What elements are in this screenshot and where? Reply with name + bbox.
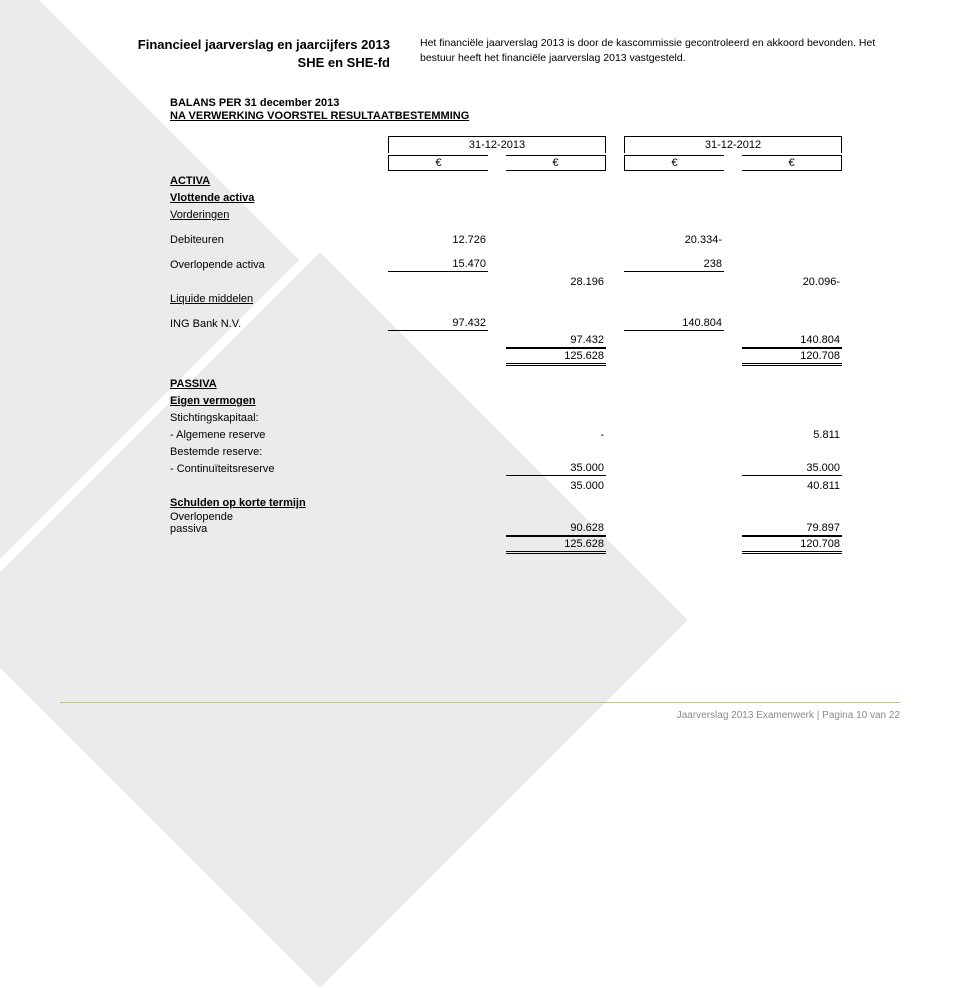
intro-paragraph: Het financiële jaarverslag 2013 is door … xyxy=(420,36,900,71)
page-footer: Jaarverslag 2013 Examenwerk | Pagina 10 … xyxy=(677,710,900,721)
label-vlottende: Vlottende activa xyxy=(170,191,370,205)
label-passiva: PASSIVA xyxy=(170,377,370,391)
row-bestemde: Bestemde reserve: xyxy=(170,442,870,459)
value: 35.000 xyxy=(742,461,842,476)
header: Financieel jaarverslag en jaarcijfers 20… xyxy=(60,36,900,71)
label-overlopende-activa: Overlopende activa xyxy=(170,258,370,272)
label-overlopende-passiva: Overlopende passiva xyxy=(170,510,370,536)
col-2012: 31-12-2012 xyxy=(624,136,842,153)
value: 5.811 xyxy=(742,428,842,442)
balance-subtitle: NA VERWERKING VOORSTEL RESULTAATBESTEMMI… xyxy=(170,110,870,122)
row-overlopende-passiva: Overlopende passiva 90.628 79.897 xyxy=(170,510,870,536)
value: 35.000 xyxy=(506,479,606,493)
col-2013: 31-12-2013 xyxy=(388,136,606,153)
value: 125.628 xyxy=(506,348,606,366)
row-total-activa: 125.628 120.708 xyxy=(170,348,870,366)
row-algemene-reserve: - Algemene reserve - 5.811 xyxy=(170,425,870,442)
label-eigen-vermogen: Eigen vermogen xyxy=(170,394,370,408)
page-content: Financieel jaarverslag en jaarcijfers 20… xyxy=(0,0,960,554)
row-stichtingskapitaal: Stichtingskapitaal: xyxy=(170,408,870,425)
value: 97.432 xyxy=(506,333,606,348)
value: 97.432 xyxy=(388,316,488,331)
value: - xyxy=(506,428,606,442)
label-cont-reserve: - Continuïteitsreserve xyxy=(170,462,370,476)
value: 140.804 xyxy=(624,316,724,331)
date-header-row: 31-12-2013 31-12-2012 xyxy=(170,136,870,153)
euro-symbol: € xyxy=(742,155,842,171)
row-activa: ACTIVA xyxy=(170,171,870,188)
page-title: Financieel jaarverslag en jaarcijfers 20… xyxy=(60,36,390,71)
label-liquide: Liquide middelen xyxy=(170,292,370,306)
row-passiva: PASSIVA xyxy=(170,374,870,391)
currency-row: € € € € xyxy=(170,155,870,171)
value: 20.096- xyxy=(742,275,842,289)
value: 15.470 xyxy=(388,257,488,272)
label-stichtingskapitaal: Stichtingskapitaal: xyxy=(170,411,370,425)
value: 35.000 xyxy=(506,461,606,476)
value: 20.334- xyxy=(624,233,724,247)
row-subtotal-liquide: 97.432 140.804 xyxy=(170,331,870,348)
euro-symbol: € xyxy=(388,155,488,171)
row-vorderingen: Vorderingen xyxy=(170,205,870,222)
value: 238 xyxy=(624,257,724,272)
row-ing: ING Bank N.V. 97.432 140.804 xyxy=(170,314,870,331)
value: 40.811 xyxy=(742,479,842,493)
row-total-passiva: 125.628 120.708 xyxy=(170,536,870,554)
balance-title: BALANS PER 31 december 2013 xyxy=(170,97,870,109)
row-eigen-vermogen: Eigen vermogen xyxy=(170,391,870,408)
value: 28.196 xyxy=(506,275,606,289)
value: 120.708 xyxy=(742,348,842,366)
balance-sheet: BALANS PER 31 december 2013 NA VERWERKIN… xyxy=(170,97,870,554)
footer-divider xyxy=(60,702,900,703)
value: 79.897 xyxy=(742,521,842,536)
row-cont-reserve: - Continuïteitsreserve 35.000 35.000 xyxy=(170,459,870,476)
value: 120.708 xyxy=(742,536,842,554)
label-activa: ACTIVA xyxy=(170,174,370,188)
label-debiteuren: Debiteuren xyxy=(170,233,370,247)
value: 125.628 xyxy=(506,536,606,554)
label-bestemde: Bestemde reserve: xyxy=(170,445,370,459)
row-subtotal-vorderingen: 28.196 20.096- xyxy=(170,272,870,289)
label-vorderingen: Vorderingen xyxy=(170,208,370,222)
row-subtotal-ev: 35.000 40.811 xyxy=(170,476,870,493)
euro-symbol: € xyxy=(624,155,724,171)
row-debiteuren: Debiteuren 12.726 20.334- xyxy=(170,230,870,247)
row-liquide: Liquide middelen xyxy=(170,289,870,306)
value: 12.726 xyxy=(388,233,488,247)
row-vlottende: Vlottende activa xyxy=(170,188,870,205)
row-overlopende-activa: Overlopende activa 15.470 238 xyxy=(170,255,870,272)
label-schulden: Schulden op korte termijn xyxy=(170,496,370,510)
label-algemene-reserve: - Algemene reserve xyxy=(170,428,370,442)
value: 140.804 xyxy=(742,333,842,348)
row-schulden: Schulden op korte termijn xyxy=(170,493,870,510)
value: 90.628 xyxy=(506,521,606,536)
euro-symbol: € xyxy=(506,155,606,171)
label-ing: ING Bank N.V. xyxy=(170,317,370,331)
